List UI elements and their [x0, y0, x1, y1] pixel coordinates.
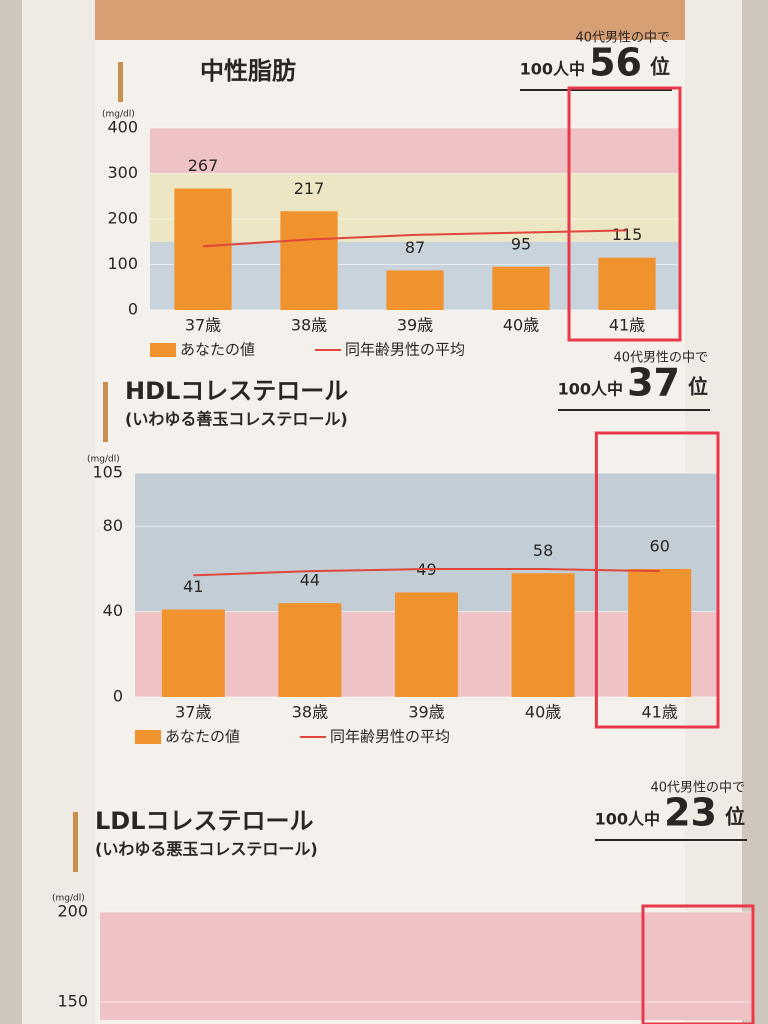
y-tick-label: 0	[113, 687, 123, 706]
average-line	[193, 568, 660, 577]
value-label: 60	[650, 537, 670, 556]
y-tick-label: 300	[107, 163, 138, 182]
rank-prefix: 100人中	[520, 60, 585, 79]
rank-prefix: 100人中	[595, 810, 660, 829]
y-tick-label: 100	[107, 254, 138, 273]
bar	[174, 188, 232, 310]
rank-suffix: 位	[688, 375, 708, 399]
highlight-box	[594, 431, 720, 729]
rank-note: 40代男性の中で	[575, 31, 670, 46]
bar	[386, 270, 444, 310]
value-label: 44	[300, 571, 320, 590]
rank-suffix: 位	[725, 805, 745, 829]
legend-label: あなたの値	[180, 341, 255, 359]
value-label: 95	[511, 234, 531, 253]
bar	[511, 573, 575, 697]
y-tick-label: 105	[92, 463, 123, 482]
rank-suffix: 位	[650, 55, 670, 79]
legend-label: あなたの値	[165, 728, 240, 746]
header-band	[95, 0, 685, 40]
legend-swatch	[150, 343, 176, 357]
y-unit: (mg/dl)	[87, 455, 120, 465]
legend-label: 同年齢男性の平均	[345, 341, 465, 359]
value-label: 41	[183, 577, 203, 596]
y-tick-label: 80	[103, 516, 123, 535]
bar	[161, 609, 225, 697]
rank-note: 40代男性の中で	[650, 781, 745, 796]
y-tick-label: 400	[107, 118, 138, 137]
chart-title: HDLコレステロール	[125, 377, 348, 405]
rank-value: 56	[589, 41, 642, 85]
rank-value: 37	[627, 361, 680, 405]
value-label: 217	[294, 179, 325, 198]
value-label: 115	[612, 225, 643, 244]
x-tick-label: 38歳	[291, 316, 327, 335]
x-tick-label: 41歳	[609, 316, 645, 335]
bar	[628, 569, 692, 697]
value-label: 267	[188, 156, 219, 175]
y-tick-label: 150	[57, 992, 88, 1011]
highlight-box	[567, 86, 682, 342]
rank-value: 23	[664, 791, 717, 835]
title-accent	[118, 62, 123, 102]
y-unit: (mg/dl)	[52, 894, 85, 904]
value-label: 58	[533, 541, 553, 560]
average-line	[202, 229, 628, 248]
title-accent	[73, 812, 78, 872]
range-band	[135, 473, 718, 612]
y-tick-label: 200	[57, 902, 88, 921]
x-tick-label: 39歳	[408, 703, 444, 722]
chart-subtitle: (いわゆる善玉コレステロール)	[125, 410, 348, 429]
bar	[395, 592, 458, 697]
x-tick-label: 37歳	[175, 703, 211, 722]
y-tick-label: 200	[107, 209, 138, 228]
title-accent	[103, 382, 108, 442]
y-tick-label: 0	[128, 300, 138, 319]
chart-title: 中性脂肪	[200, 57, 296, 85]
bar	[280, 211, 338, 310]
bar	[278, 603, 342, 697]
legend-label: 同年齢男性の平均	[330, 728, 450, 746]
x-tick-label: 41歳	[642, 703, 678, 722]
x-tick-label: 39歳	[397, 316, 433, 335]
y-unit: (mg/dl)	[102, 110, 135, 120]
highlight-box	[641, 904, 755, 1024]
bar	[492, 266, 550, 310]
y-tick-label: 40	[103, 601, 123, 620]
range-band	[150, 128, 680, 174]
bar	[598, 257, 656, 310]
chart-subtitle: (いわゆる悪玉コレステロール)	[95, 840, 318, 859]
rank-note: 40代男性の中で	[613, 351, 708, 366]
x-tick-label: 40歳	[525, 703, 561, 722]
range-band	[100, 912, 755, 1020]
chart-title: LDLコレステロール	[95, 807, 314, 835]
x-tick-label: 37歳	[185, 316, 221, 335]
x-tick-label: 40歳	[503, 316, 539, 335]
rank-prefix: 100人中	[558, 380, 623, 399]
legend-swatch	[135, 730, 161, 744]
value-label: 87	[405, 238, 425, 257]
x-tick-label: 38歳	[292, 703, 328, 722]
